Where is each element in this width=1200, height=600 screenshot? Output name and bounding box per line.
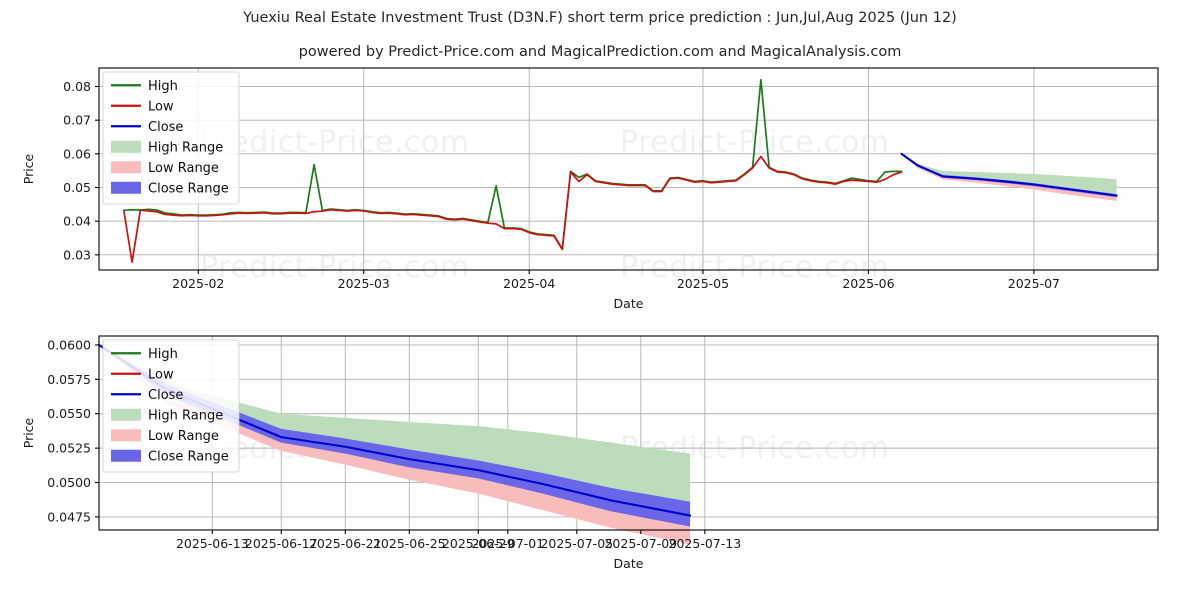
- legend-swatch-close-range: [111, 181, 141, 194]
- y-tick-label: 0.0600: [47, 337, 91, 352]
- range-bands: [99, 344, 691, 545]
- legend-label: Low: [148, 367, 174, 382]
- band-high-range: [901, 153, 1117, 197]
- y-tick-label: 0.06: [63, 146, 91, 161]
- watermark-text: Predict-Price.com: [200, 250, 469, 285]
- series-close: [900, 152, 1118, 197]
- y-tick-label: 0.0525: [47, 441, 91, 456]
- x-axis-title: Date: [614, 296, 644, 311]
- band-close-range: [99, 344, 691, 527]
- x-tick-label: 2025-06-25: [373, 536, 446, 551]
- legend-swatch-high-range: [111, 140, 141, 153]
- legend-swatch-low-range: [111, 161, 141, 174]
- legend-swatch-close-range: [111, 449, 141, 462]
- x-tick-label: 2025-07-01: [471, 536, 544, 551]
- page-subtitle: powered by Predict-Price.com and Magical…: [298, 44, 902, 60]
- y-axis-title: Price: [21, 417, 36, 448]
- y-tick-label: 0.08: [63, 79, 91, 94]
- legend-label: Close Range: [148, 181, 229, 196]
- x-tick-label: 2025-07: [1008, 276, 1060, 291]
- chart-legend: High Low Close High Range Low Range Close Ran…: [102, 339, 240, 473]
- legend-label: Low: [148, 99, 174, 114]
- x-tick-label: 2025-07-05: [540, 536, 613, 551]
- legend-label: Close Range: [148, 449, 229, 464]
- x-tick-label: 2025-07-13: [669, 536, 742, 551]
- y-tick-label: 0.04: [63, 214, 91, 229]
- legend-label: High: [148, 347, 178, 362]
- legend-label: High: [148, 79, 178, 94]
- legend-label: High Range: [148, 140, 223, 155]
- legend-swatch-low-range: [111, 429, 141, 442]
- band-low-range: [99, 344, 691, 545]
- legend-label: High Range: [148, 408, 223, 423]
- y-axis-title: Price: [21, 153, 36, 184]
- x-tick-label: 2025-06-17: [245, 536, 318, 551]
- axis-frame: [98, 67, 1159, 271]
- page-title: Yuexiu Real Estate Investment Trust (D3N…: [243, 10, 957, 26]
- x-tick-label: 2025-04: [503, 276, 555, 291]
- axis-frame: [98, 335, 1159, 531]
- x-tick-label: 2025-05: [677, 276, 729, 291]
- x-tick-label: 2025-02: [172, 276, 224, 291]
- x-axis: 2025-02 2025-03 2025-04 2025-05 2025-06 2025-…: [172, 270, 1060, 291]
- x-tick-label: 2025-06-13: [176, 536, 249, 551]
- y-tick-label: 0.0500: [47, 475, 91, 490]
- watermark-text: Predict-Price.com: [200, 125, 469, 160]
- y-tick-label: 0.0550: [47, 406, 91, 421]
- x-tick-label: 2025-07-09: [604, 536, 677, 551]
- legend-label: Low Range: [148, 429, 219, 444]
- top-chart: Predict-Price.com Predict-Price.com Predic…: [21, 67, 1159, 311]
- x-axis: 2025-06-132025-06-172025-06-212025-06-25…: [176, 530, 741, 551]
- watermark-text: Predict-Price.com: [620, 250, 889, 285]
- plot-area: [99, 68, 1158, 270]
- y-tick-label: 0.07: [63, 113, 91, 128]
- y-axis: 0.0475 0.0500 0.0525 0.0550 0.0575 0.0600: [47, 337, 99, 524]
- x-tick-label: 2025-06-29: [442, 536, 515, 551]
- chart-legend: High Low Close High Range Low Range Close Ran…: [102, 71, 240, 205]
- legend-label: Low Range: [148, 161, 219, 176]
- y-tick-label: 0.0575: [47, 372, 91, 387]
- bottom-chart: Predict-Price.comPredict-Price.com0.0475…: [21, 335, 1159, 571]
- y-tick-label: 0.0475: [47, 509, 91, 524]
- legend-label: Close: [148, 120, 183, 135]
- x-axis-title: Date: [614, 556, 644, 571]
- x-tick-label: 2025-06: [842, 276, 894, 291]
- y-tick-label: 0.03: [63, 247, 91, 262]
- y-axis: 0.03 0.04 0.05 0.06 0.07 0.08: [63, 79, 99, 262]
- x-tick-label: 2025-06-21: [309, 536, 382, 551]
- y-tick-label: 0.05: [63, 180, 91, 195]
- legend-label: Close: [148, 388, 183, 403]
- series-low: [122, 155, 903, 264]
- gridlines: [99, 68, 1158, 270]
- x-tick-label: 2025-03: [338, 276, 390, 291]
- legend-swatch-high-range: [111, 408, 141, 421]
- series-lines: [122, 78, 1118, 264]
